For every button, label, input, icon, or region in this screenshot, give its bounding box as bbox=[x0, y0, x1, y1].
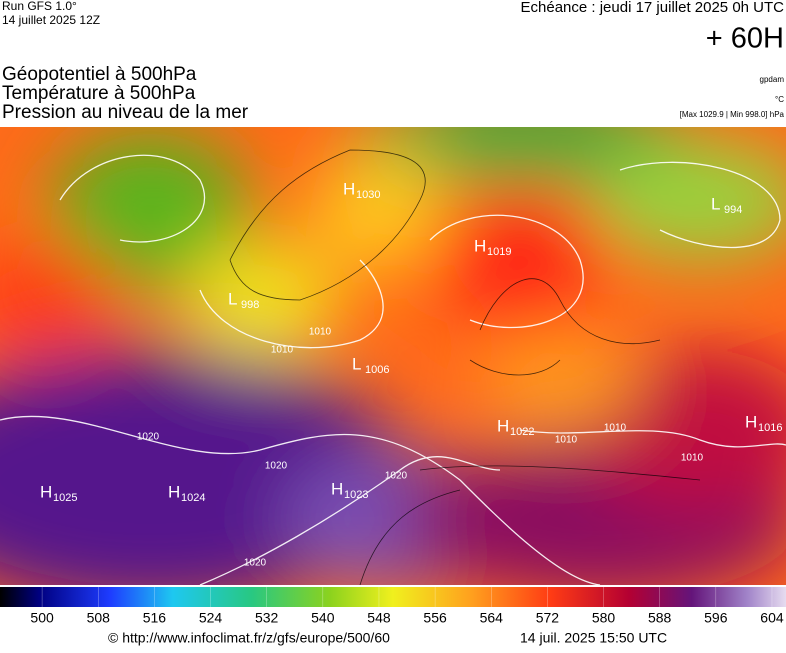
isobar-label: 1010 bbox=[555, 435, 578, 446]
colorbar-label: 572 bbox=[536, 610, 560, 626]
isobar-label: 1020 bbox=[385, 471, 408, 482]
center-value: 1025 bbox=[53, 492, 77, 504]
colorbar-label: 524 bbox=[199, 610, 223, 626]
center-letter: H bbox=[331, 479, 343, 498]
center-letter: H bbox=[343, 179, 355, 198]
colorbar bbox=[0, 587, 786, 607]
center-letter: L bbox=[228, 289, 237, 308]
colorbar-label: 532 bbox=[255, 610, 279, 626]
colorbar-label: 500 bbox=[30, 610, 54, 626]
center-letter: H bbox=[40, 482, 52, 501]
colorbar-label: 580 bbox=[592, 610, 616, 626]
echeance: Echéance : jeudi 17 juillet 2025 0h UTC bbox=[521, 0, 785, 16]
center-letter: L bbox=[352, 354, 361, 373]
isobar-label: 1020 bbox=[265, 461, 288, 472]
unit-temp: °C bbox=[775, 95, 784, 104]
colorbar-label: 564 bbox=[480, 610, 504, 626]
center-value: 1024 bbox=[181, 492, 205, 504]
footer-stamp: 14 juil. 2025 15:50 UTC bbox=[520, 630, 667, 646]
isobar-label: 1010 bbox=[681, 453, 704, 464]
colorbar-label: 516 bbox=[143, 610, 167, 626]
footer-url: © http://www.infoclimat.fr/z/gfs/europe/… bbox=[108, 630, 390, 646]
center-value: 1022 bbox=[510, 426, 534, 438]
center-letter: H bbox=[474, 236, 486, 255]
colorbar-label: 540 bbox=[311, 610, 335, 626]
isobar-label: 1020 bbox=[244, 558, 267, 569]
center-letter: H bbox=[497, 416, 509, 435]
colorbar-label: 596 bbox=[704, 610, 728, 626]
center-value: 1019 bbox=[487, 246, 511, 258]
center-letter: H bbox=[745, 412, 757, 431]
center-letter: H bbox=[168, 482, 180, 501]
center-letter: L bbox=[711, 194, 720, 213]
center-value: 1030 bbox=[356, 189, 380, 201]
run-label: Run GFS 1.0° bbox=[2, 0, 77, 13]
isobar-label: 1010 bbox=[604, 423, 627, 434]
field-title: Température à 500hPa bbox=[2, 83, 196, 104]
isobar-label: 1020 bbox=[137, 432, 160, 443]
run-date: 14 juillet 2025 12Z bbox=[2, 13, 100, 27]
lead-time: + 60H bbox=[706, 23, 784, 55]
map-field bbox=[0, 127, 786, 585]
center-value: 1016 bbox=[758, 422, 782, 434]
colorbar-label: 604 bbox=[760, 610, 784, 626]
field-title: Pression au niveau de la mer bbox=[2, 102, 249, 123]
unit-gpdam: gpdam bbox=[760, 75, 785, 84]
isobar-label: 1010 bbox=[309, 327, 332, 338]
field-title: Géopotentiel à 500hPa bbox=[2, 64, 197, 85]
center-value: 994 bbox=[724, 204, 742, 216]
center-value: 998 bbox=[241, 299, 259, 311]
center-value: 1006 bbox=[365, 364, 389, 376]
colorbar-label: 588 bbox=[648, 610, 672, 626]
colorbar-label: 556 bbox=[423, 610, 447, 626]
center-value: 1023 bbox=[344, 489, 368, 501]
colorbar-label: 508 bbox=[87, 610, 111, 626]
isobar-label: 1010 bbox=[271, 345, 294, 356]
unit-pressure: [Max 1029.9 | Min 998.0] hPa bbox=[680, 110, 785, 119]
colorbar-label: 548 bbox=[367, 610, 391, 626]
